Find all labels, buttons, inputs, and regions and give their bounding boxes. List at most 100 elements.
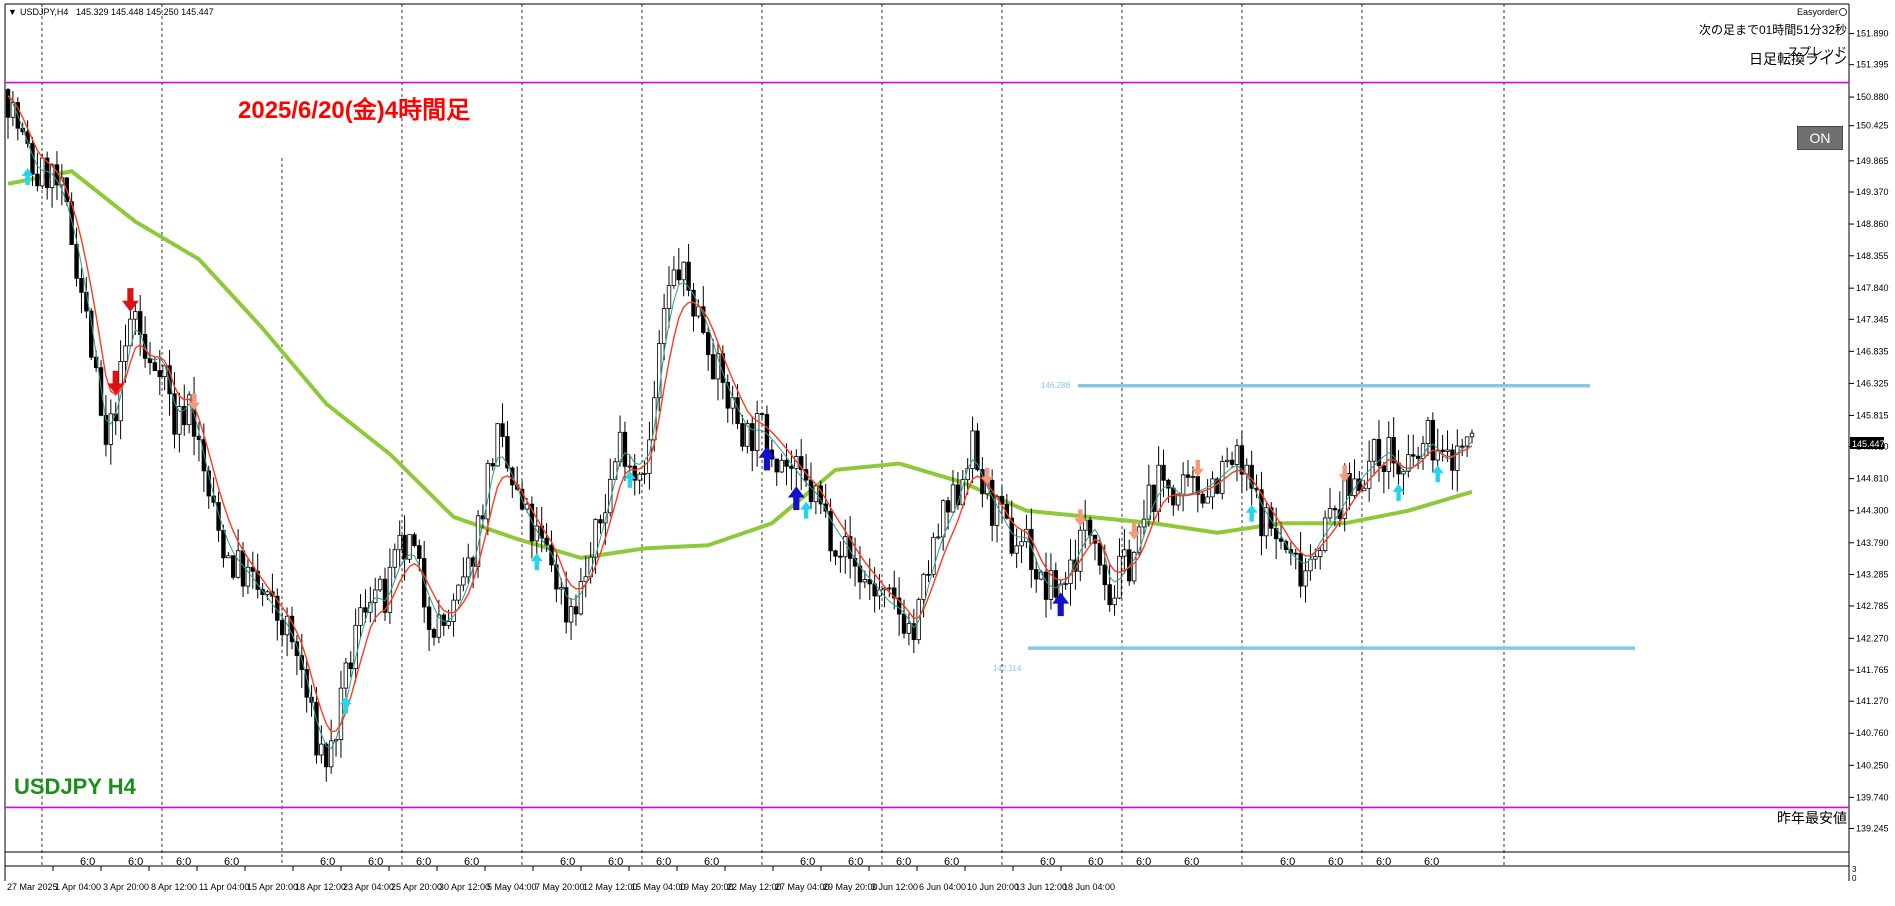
x-tick-label: 19 May 20:00 xyxy=(679,882,734,892)
down-arrow-icon xyxy=(1338,465,1351,483)
candle-body xyxy=(387,566,393,613)
candle-body xyxy=(1415,455,1421,459)
candle-body xyxy=(529,503,535,542)
long-ma-line xyxy=(7,169,1473,560)
down-arrow-icon xyxy=(107,370,125,395)
candle-body xyxy=(1224,459,1230,462)
candle-body xyxy=(799,456,804,470)
candle-body xyxy=(1034,569,1039,580)
x-tick-label: 18 Apr 12:00 xyxy=(295,882,346,892)
candle-body xyxy=(1278,538,1284,542)
candle-body xyxy=(1327,508,1333,519)
candle-body xyxy=(1205,496,1210,504)
countdown-label: 次の足まで01時間51分32秒 xyxy=(1699,23,1847,37)
candle-body xyxy=(896,597,902,615)
x-tick-label: 15 May 04:00 xyxy=(631,882,686,892)
sub-axis-label: 3 xyxy=(1852,865,1857,874)
menu-triangle-icon[interactable]: ▼ xyxy=(8,7,17,17)
candle-body xyxy=(1464,436,1470,447)
candle-body xyxy=(862,579,868,583)
candle-body xyxy=(255,570,260,590)
session-marker: 6:0 xyxy=(320,856,335,868)
session-marker: 6:0 xyxy=(1376,856,1391,868)
candle-body xyxy=(265,591,270,595)
slow-ma-line xyxy=(7,95,1473,750)
candle-body xyxy=(157,370,162,378)
candle-body xyxy=(1455,445,1460,471)
candle-body xyxy=(598,519,603,524)
session-marker: 6:0 xyxy=(128,856,143,868)
candle-body xyxy=(710,354,716,380)
candle-body xyxy=(1151,484,1156,512)
candle-body xyxy=(1264,507,1269,537)
long-ma-layer xyxy=(7,169,1473,560)
down-arrow-icon xyxy=(122,288,139,312)
x-tick-label: 1 Apr 04:00 xyxy=(55,882,101,892)
y-tick-label: 148.355 xyxy=(1856,251,1889,261)
x-tick-label: 23 Apr 04:00 xyxy=(343,882,394,892)
candle-body xyxy=(559,587,564,590)
candle-body xyxy=(1136,526,1142,553)
x-tick-label: 7 May 20:00 xyxy=(535,882,585,892)
candle-body xyxy=(715,353,721,380)
on-toggle-button[interactable]: ON xyxy=(1797,126,1843,150)
candle-body xyxy=(568,606,574,623)
candle-body xyxy=(353,624,358,670)
range-levels xyxy=(1028,383,1635,650)
candle-body xyxy=(657,343,662,399)
candle-body xyxy=(921,573,926,600)
candle-body xyxy=(823,503,828,512)
candle-body xyxy=(343,662,349,689)
candle-body xyxy=(426,606,432,630)
y-tick-label: 150.425 xyxy=(1856,121,1889,131)
x-tick-label: 18 Jun 04:00 xyxy=(1063,882,1115,892)
candle-body xyxy=(1249,464,1254,489)
candle-body xyxy=(314,701,319,756)
x-tick-label: 11 Apr 04:00 xyxy=(199,882,249,892)
candle-body xyxy=(1435,449,1440,461)
candle-body xyxy=(666,285,672,310)
fast-ma-layer xyxy=(7,95,1473,750)
candle-body xyxy=(480,515,486,520)
candle-body xyxy=(661,308,667,344)
last-year-low-label: 昨年最安値 xyxy=(1777,810,1847,826)
y-tick-label: 147.840 xyxy=(1856,283,1889,293)
y-tick-label: 142.785 xyxy=(1856,601,1889,611)
candle-body xyxy=(402,534,407,560)
up-arrow-icon xyxy=(787,486,805,511)
candle-body xyxy=(392,549,398,568)
x-tick-label: 10 Jun 20:00 xyxy=(967,882,1019,892)
x-tick-label: 15 Apr 20:00 xyxy=(247,882,298,892)
session-marker: 6:0 xyxy=(1184,856,1199,868)
candle-body xyxy=(1376,439,1382,467)
x-tick-label: 30 Apr 12:00 xyxy=(439,882,490,892)
candle-body xyxy=(186,394,192,426)
sub-axis-label: 0 xyxy=(1852,874,1857,883)
up-arrow-icon xyxy=(623,470,636,488)
candle-body xyxy=(1053,570,1059,598)
up-arrow-icon xyxy=(530,553,543,571)
x-tick-label: 22 May 12:00 xyxy=(727,882,782,892)
candle-body xyxy=(397,534,402,551)
candle-body xyxy=(1411,454,1416,457)
candle-body xyxy=(260,589,265,595)
candle-body xyxy=(1313,556,1318,560)
candle-body xyxy=(1190,476,1196,478)
candle-body xyxy=(671,269,677,286)
up-arrow-icon xyxy=(1431,465,1444,483)
range-high-label: 146.288 xyxy=(1041,381,1070,390)
candle-body xyxy=(431,629,437,638)
candle-body xyxy=(500,423,505,437)
session-marker: 6:0 xyxy=(560,856,575,868)
x-tick-label: 13 Jun 12:00 xyxy=(1015,882,1067,892)
session-marker: 6:0 xyxy=(176,856,191,868)
candle-body xyxy=(1352,478,1357,497)
date-title: 2025/6/20(金)4時間足 xyxy=(238,96,470,124)
candle-body xyxy=(89,310,94,358)
session-marker: 6:0 xyxy=(944,856,959,868)
candle-body xyxy=(235,550,241,578)
up-arrow-icon xyxy=(758,446,776,471)
candle-body xyxy=(1029,528,1034,570)
candle-body xyxy=(1332,508,1338,511)
